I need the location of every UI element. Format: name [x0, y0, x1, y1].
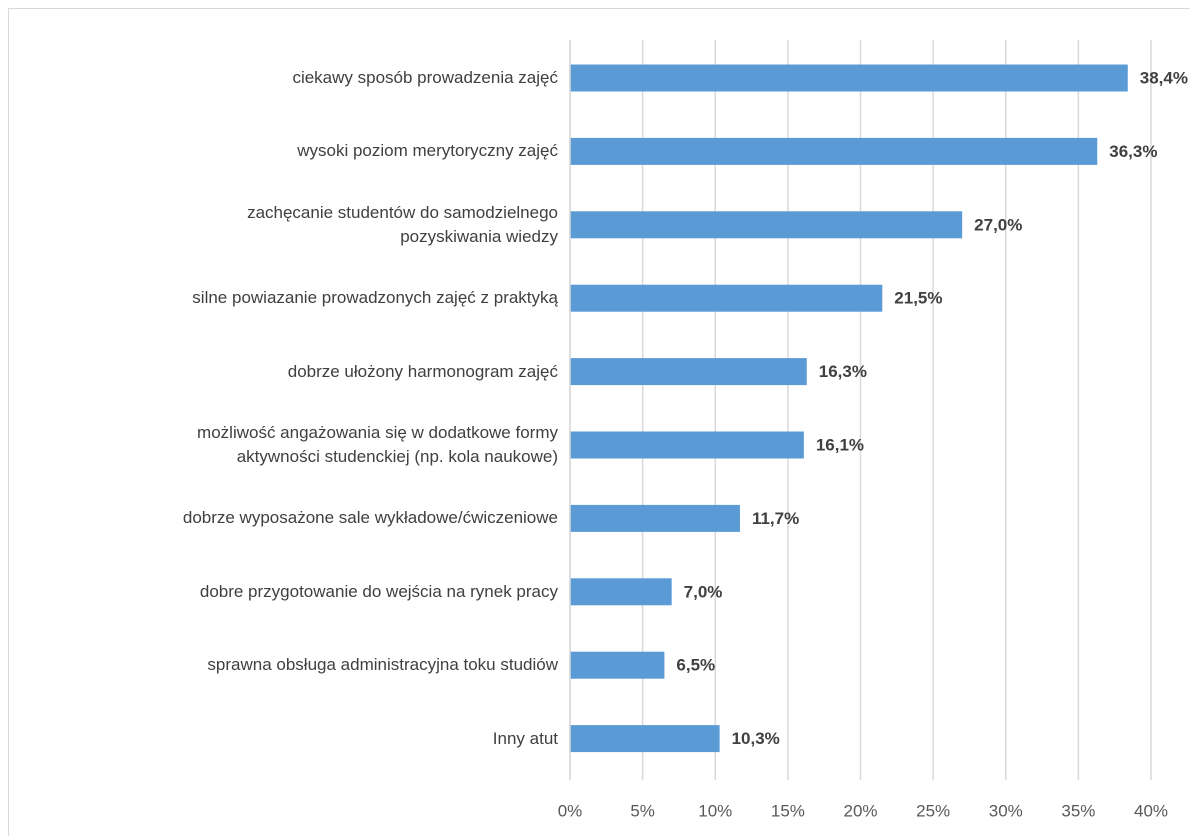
x-tick-label: 40%	[1134, 801, 1168, 820]
bar	[570, 725, 720, 753]
bar	[570, 504, 740, 532]
chart-border	[8, 8, 1190, 836]
x-tick-label: 35%	[1061, 801, 1095, 820]
value-label: 11,7%	[752, 509, 799, 528]
value-label: 6,5%	[676, 656, 715, 675]
bar	[570, 651, 665, 679]
x-tick-label: 0%	[558, 801, 583, 820]
bar	[570, 211, 963, 239]
value-label: 21,5%	[894, 289, 942, 308]
value-label: 36,3%	[1109, 142, 1157, 161]
bar	[570, 64, 1128, 92]
value-label: 16,3%	[819, 362, 867, 381]
x-tick-label: 20%	[843, 801, 877, 820]
category-label: dobrze wyposażone sale wykładowe/ćwiczen…	[182, 508, 558, 528]
x-tick-label: 25%	[916, 801, 950, 820]
x-tick-label: 30%	[989, 801, 1023, 820]
value-label: 7,0%	[684, 582, 723, 601]
bar	[570, 137, 1098, 165]
bar	[570, 284, 883, 312]
x-tick-label: 10%	[698, 801, 732, 820]
value-label: 27,0%	[974, 215, 1022, 234]
x-tick-label: 15%	[771, 801, 805, 820]
category-label: możliwość angażowania się w dodatkowe fo…	[197, 423, 558, 466]
bar	[570, 578, 672, 606]
category-label: silne powiazanie prowadzonych zajęć z pr…	[192, 288, 558, 308]
value-label: 16,1%	[816, 435, 864, 454]
value-label: 10,3%	[732, 729, 780, 748]
category-label: ciekawy sposób prowadzenia zajęć	[292, 68, 558, 87]
bar	[570, 358, 807, 386]
category-label: wysoki poziom merytoryczny zajęć	[297, 141, 558, 161]
category-label: dobre przygotowanie do wejścia na rynek …	[199, 581, 558, 601]
category-label: dobrze ułożony harmonogram zajęć	[287, 361, 558, 381]
category-label: sprawna obsługa administracyjna toku stu…	[207, 655, 558, 675]
category-label: zachęcanie studentów do samodzielnego po…	[247, 202, 558, 246]
x-tick-label: 5%	[630, 801, 655, 820]
bar	[570, 431, 804, 459]
value-label: 38,4%	[1140, 68, 1188, 87]
category-label: Inny atut	[492, 728, 558, 748]
